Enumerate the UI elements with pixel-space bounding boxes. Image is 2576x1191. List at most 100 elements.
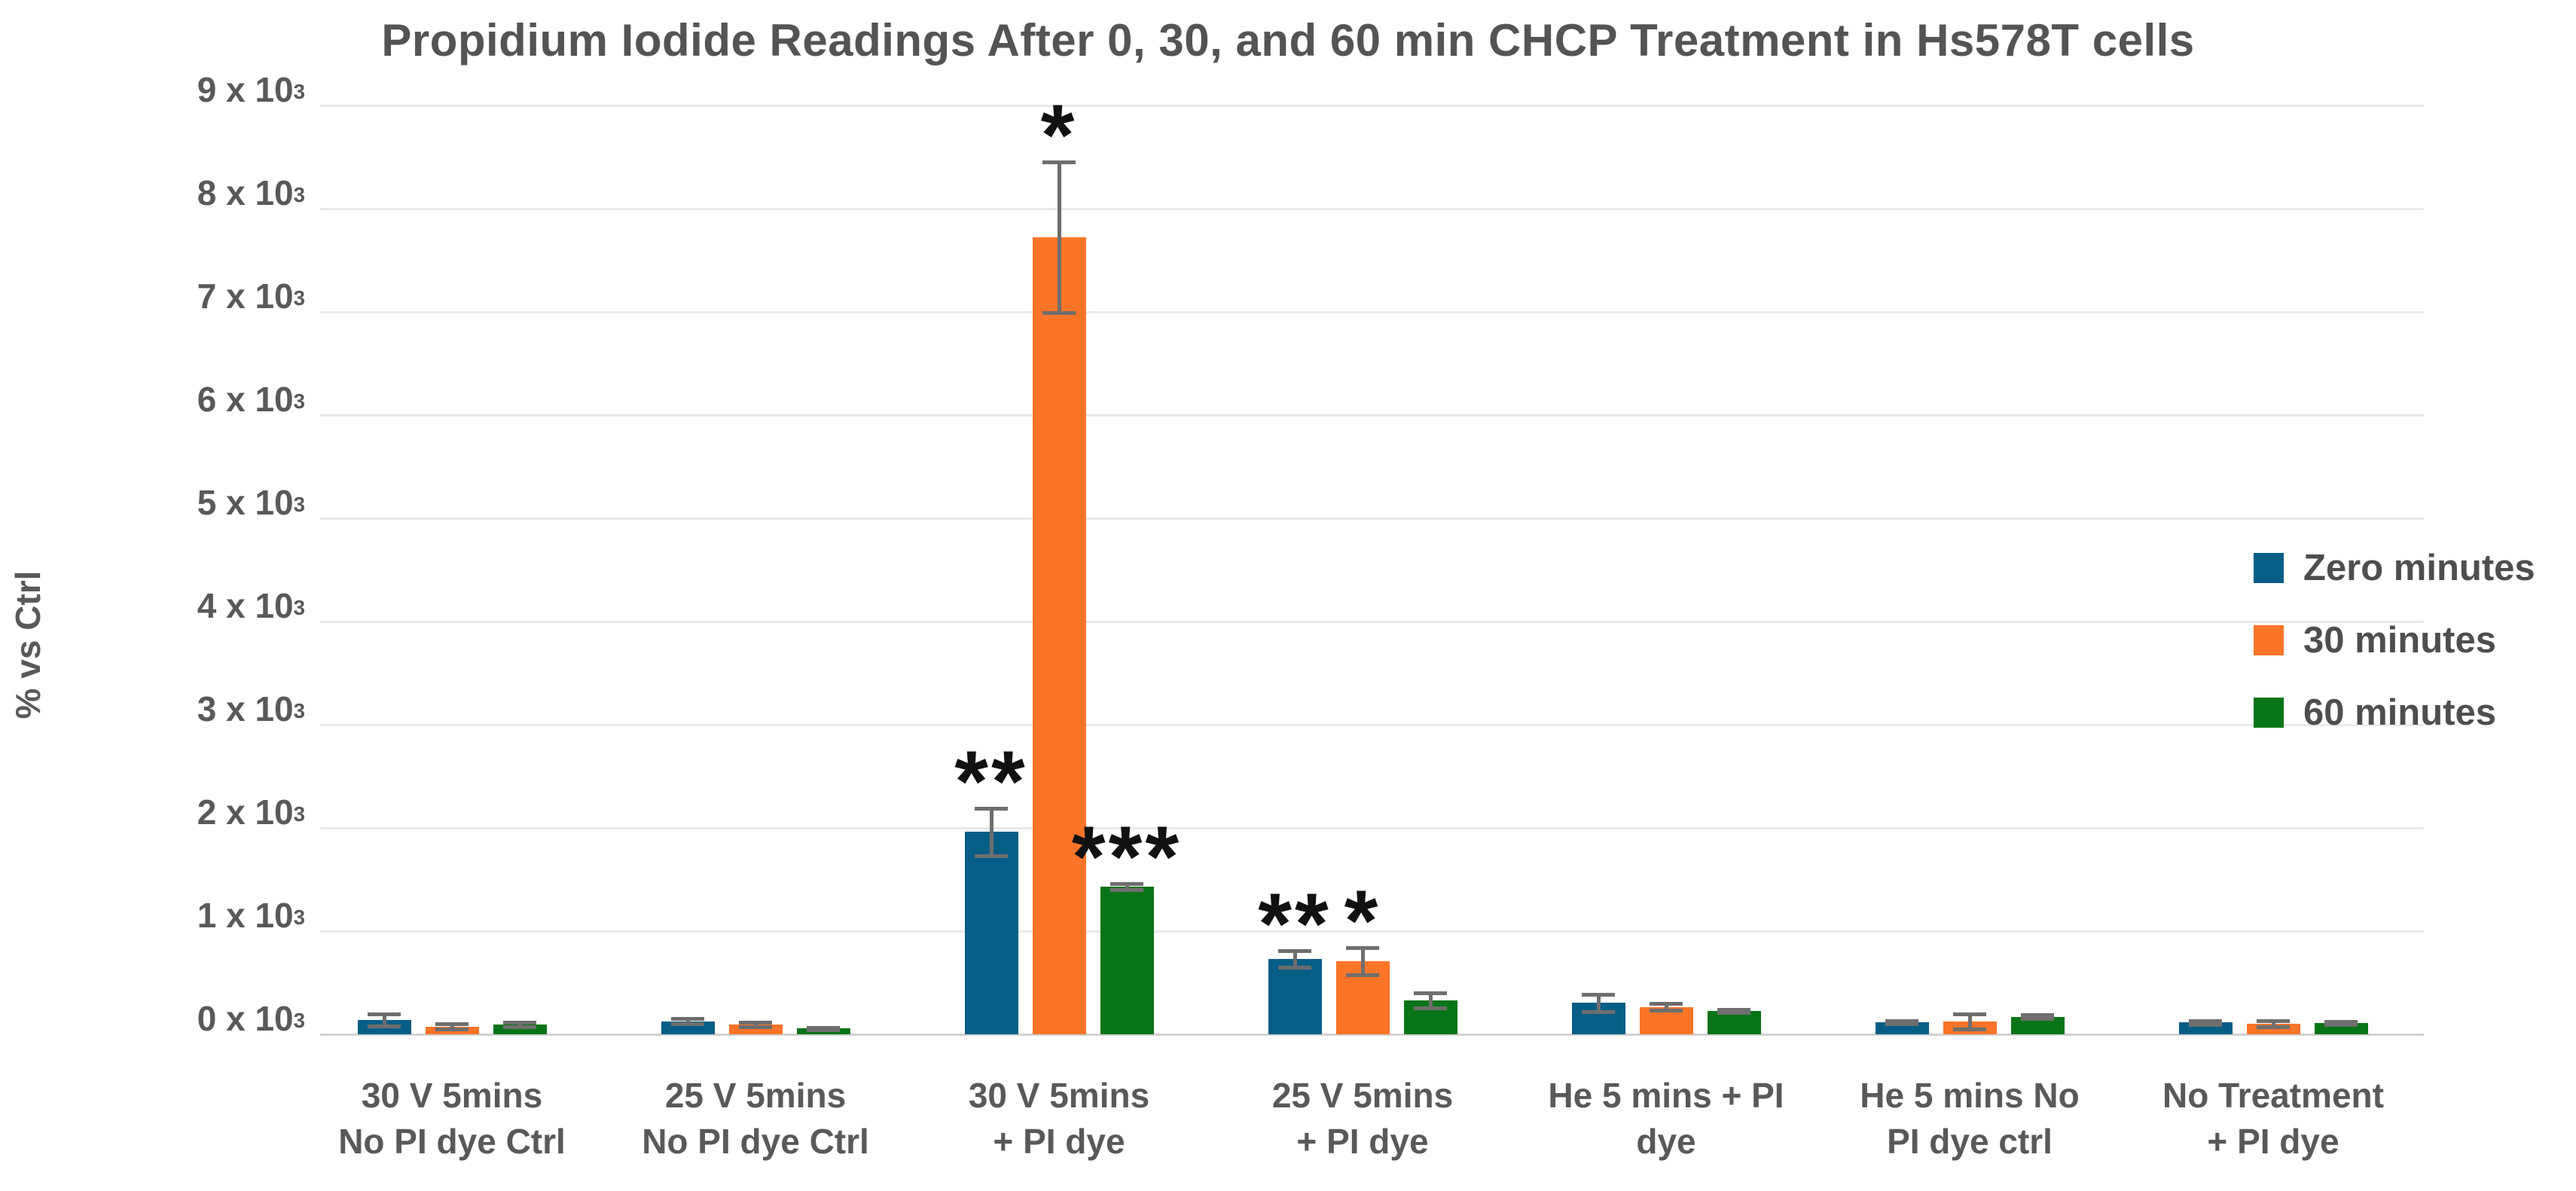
x-category-label-6: He 5 mins No PI dye ctrl: [1796, 1073, 2143, 1164]
gridline-7: [320, 311, 2424, 313]
error-bar-cap-top: [1278, 949, 1311, 953]
error-bar-line: [1428, 993, 1433, 1008]
gridline-8: [320, 208, 2424, 210]
error-bar-cap-bottom: [368, 1025, 401, 1028]
y-tick-label-9: 9 x 10 3: [197, 70, 305, 109]
x-category-label-line: He 5 mins No: [1860, 1076, 2080, 1115]
y-tick-label-1: 1 x 10 3: [197, 896, 305, 935]
error-bar-cap-top: [2324, 1020, 2358, 1024]
error-bar-cap-bottom: [1346, 973, 1379, 977]
error-bar-cap-bottom: [1042, 311, 1076, 315]
x-category-label-line: No PI dye Ctrl: [642, 1121, 869, 1161]
error-bar-cap-top: [2257, 1019, 2290, 1023]
legend-label: Zero minutes: [2303, 548, 2535, 588]
error-bar-line: [989, 808, 993, 856]
gridline-2: [320, 827, 2424, 829]
error-bar-cap-bottom: [975, 854, 1008, 858]
error-bar-line: [1664, 1003, 1668, 1010]
error-bar-cap-bottom: [739, 1025, 772, 1029]
x-category-label-7: No Treatment + PI dye: [2100, 1073, 2446, 1164]
error-bar-cap-top: [807, 1026, 840, 1030]
x-category-label-line: + PI dye: [993, 1121, 1125, 1161]
x-category-label-line: No PI dye Ctrl: [338, 1121, 566, 1161]
gridline-4: [320, 621, 2424, 623]
error-bar-cap-top: [739, 1021, 772, 1025]
error-bar-cap-bottom: [1885, 1022, 1918, 1026]
error-bar-line: [517, 1022, 522, 1027]
error-bar-cap-bottom: [807, 1028, 840, 1032]
bar-zero-minutes-group4: [1268, 959, 1322, 1034]
x-category-label-line: + PI dye: [1296, 1121, 1429, 1161]
x-category-label-line: dye: [1636, 1121, 1696, 1161]
error-bar-line: [1967, 1014, 1972, 1029]
x-category-label-line: He 5 mins + PI: [1548, 1076, 1784, 1115]
error-bar-line: [753, 1022, 758, 1027]
x-category-label-4: 25 V 5mins + PI dye: [1189, 1073, 1536, 1164]
legend-item-zero-minutes: Zero minutes: [2254, 548, 2535, 588]
legend-swatch-icon: [2254, 698, 2284, 728]
error-bar-cap-bottom: [1582, 1010, 1615, 1014]
bar-30-minutes-group3: [1032, 237, 1086, 1034]
error-bar-cap-top: [2189, 1019, 2222, 1023]
bar-60-minutes-group6: [2010, 1017, 2065, 1034]
chart-title: Propidium Iodide Readings After 0, 30, a…: [381, 15, 2195, 66]
error-bar-cap-top: [975, 807, 1008, 811]
significance-marker: **: [954, 734, 1028, 830]
x-category-label-1: 30 V 5mins No PI dye Ctrl: [279, 1073, 625, 1164]
legend-label: 30 minutes: [2303, 620, 2496, 661]
error-bar-line: [1596, 994, 1601, 1012]
legend: Zero minutes 30 minutes 60 minutes: [2254, 548, 2535, 733]
x-category-label-line: 30 V 5mins: [968, 1076, 1150, 1115]
y-tick-label-2: 2 x 10 3: [197, 792, 305, 832]
y-tick-label-4: 4 x 10 3: [197, 586, 305, 625]
x-category-label-line: 25 V 5mins: [1271, 1076, 1454, 1115]
x-category-label-2: 25 V 5mins No PI dye Ctrl: [582, 1073, 929, 1164]
legend-label: 60 minutes: [2303, 692, 2496, 733]
error-bar-cap-bottom: [2257, 1025, 2290, 1029]
error-bar-cap-top: [1650, 1002, 1683, 1006]
legend-swatch-icon: [2254, 625, 2284, 655]
gridline-0: [320, 1034, 2424, 1036]
x-category-label-3: 30 V 5mins + PI dye: [886, 1073, 1232, 1164]
error-bar-cap-bottom: [503, 1025, 536, 1029]
error-bar-line: [382, 1014, 386, 1026]
y-tick-label-7: 7 x 10 3: [197, 276, 305, 316]
error-bar-cap-bottom: [1414, 1006, 1447, 1010]
x-category-label-5: He 5 mins + PI dye: [1493, 1073, 1839, 1164]
gridline-1: [320, 930, 2424, 933]
error-bar-cap-top: [671, 1017, 704, 1021]
significance-marker: *: [1040, 87, 1078, 184]
significance-marker: ***: [1071, 809, 1183, 905]
y-tick-label-5: 5 x 10 3: [197, 483, 305, 522]
error-bar-cap-bottom: [2324, 1023, 2358, 1027]
x-category-label-line: 25 V 5mins: [664, 1076, 847, 1115]
y-tick-label-8: 8 x 10 3: [197, 173, 305, 212]
bar-60-minutes-group3: [1100, 887, 1154, 1034]
error-bar-line: [1360, 948, 1365, 975]
gridline-3: [320, 724, 2424, 726]
error-bar-cap-bottom: [2021, 1017, 2054, 1021]
y-tick-label-0: 0 x 10 3: [197, 999, 305, 1038]
significance-marker: *: [1344, 873, 1381, 970]
error-bar-cap-top: [1414, 991, 1447, 995]
legend-item-60-minutes: 60 minutes: [2254, 692, 2535, 733]
error-bar-cap-top: [435, 1022, 469, 1026]
x-category-label-line: No Treatment: [2162, 1076, 2384, 1115]
error-bar-cap-top: [503, 1021, 536, 1025]
error-bar-cap-top: [1346, 946, 1379, 950]
error-bar-cap-bottom: [1278, 966, 1311, 970]
bar-60-minutes-group5: [1707, 1011, 1761, 1034]
error-bar-cap-top: [1953, 1012, 1986, 1016]
error-bar-cap-bottom: [1953, 1028, 1986, 1031]
error-bar-line: [1057, 162, 1061, 313]
error-bar-cap-bottom: [1110, 888, 1143, 892]
error-bar-cap-bottom: [671, 1022, 704, 1026]
error-bar-cap-bottom: [435, 1028, 469, 1031]
error-bar-line: [2271, 1021, 2275, 1027]
error-bar-cap-bottom: [1650, 1009, 1683, 1012]
error-bar-cap-top: [1110, 882, 1143, 886]
x-category-label-line: + PI dye: [2207, 1121, 2339, 1161]
error-bar-cap-top: [1885, 1019, 1918, 1023]
error-bar-line: [685, 1018, 690, 1024]
x-category-label-line: 30 V 5mins: [361, 1076, 543, 1115]
